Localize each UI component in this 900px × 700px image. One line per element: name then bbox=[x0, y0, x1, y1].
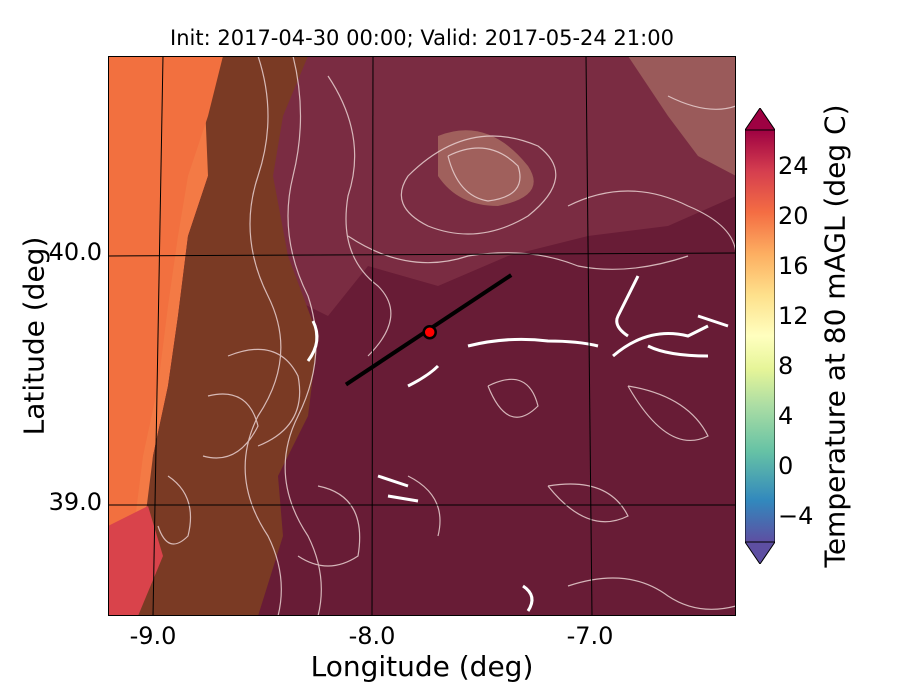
map-title: Init: 2017-04-30 00:00; Valid: 2017-05-2… bbox=[170, 26, 674, 50]
y-axis-label-text: Latitude (deg) bbox=[17, 236, 51, 436]
y-tick-label: 40.0 bbox=[48, 238, 102, 266]
colorbar-tick-label: 0 bbox=[778, 452, 794, 481]
mountain-peak-region bbox=[438, 130, 534, 206]
coast-water bbox=[108, 56, 223, 596]
graticule bbox=[108, 56, 736, 616]
x-tick-label: -7.0 bbox=[566, 622, 614, 650]
colorbar-tick-label: 8 bbox=[778, 352, 794, 381]
snow-patches bbox=[306, 275, 729, 612]
x-tick-label: -9.0 bbox=[129, 622, 177, 650]
northeast-region bbox=[628, 56, 736, 176]
x-axis-label: Longitude (deg) bbox=[310, 650, 534, 683]
colorbar-label-text: Temperature at 80 mAGL (deg C) bbox=[818, 104, 852, 568]
colorbar-tick-label: 16 bbox=[778, 252, 809, 281]
colorbar-tick-label: −4 bbox=[778, 502, 814, 531]
colorbar-tick-label: 4 bbox=[778, 402, 794, 431]
colorbar-top-arrow bbox=[745, 108, 775, 131]
transect-midpoint-marker bbox=[422, 325, 437, 340]
colorbar-bottom-arrow bbox=[745, 541, 775, 564]
y-tick-label: 39.0 bbox=[48, 488, 102, 516]
southwest-hot-patch bbox=[108, 506, 163, 616]
colorbar bbox=[745, 108, 775, 564]
map-plot-area bbox=[108, 56, 736, 616]
colorbar-tick-label: 12 bbox=[778, 302, 809, 331]
colorbar-gradient bbox=[745, 129, 775, 543]
colorbar-tick-label: 20 bbox=[778, 202, 809, 231]
coastal-land bbox=[108, 56, 318, 616]
colorbar-tick-label: 24 bbox=[778, 152, 809, 181]
x-tick-label: -8.0 bbox=[348, 622, 396, 650]
